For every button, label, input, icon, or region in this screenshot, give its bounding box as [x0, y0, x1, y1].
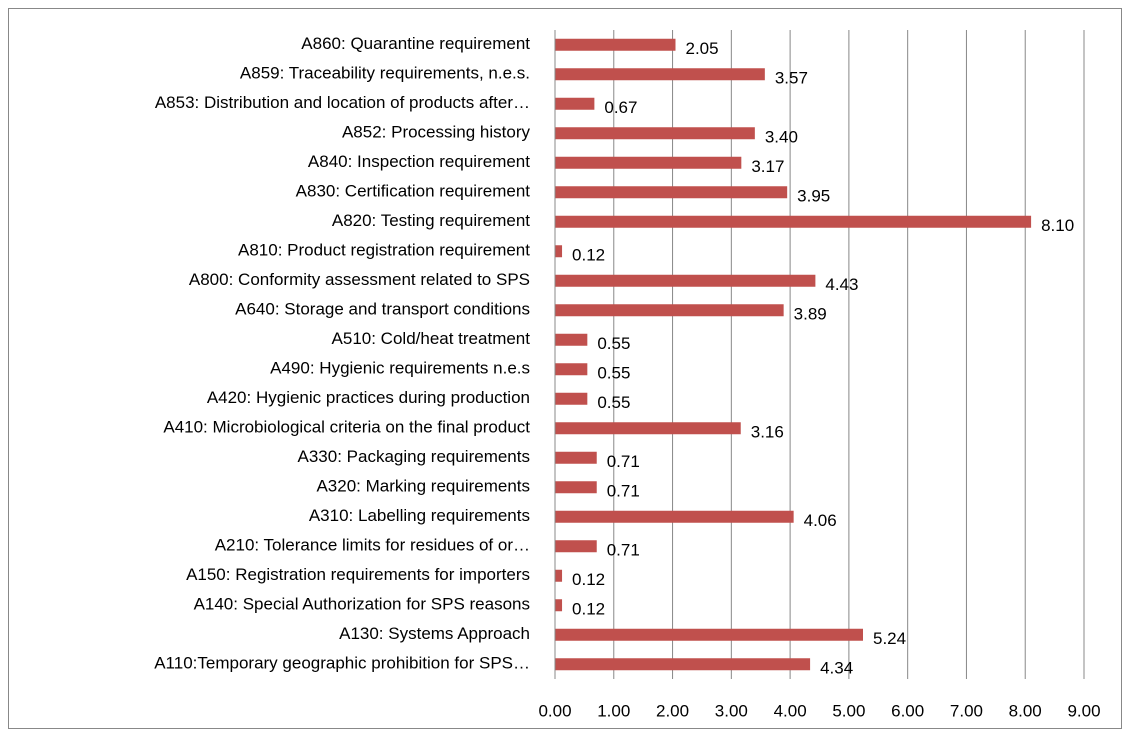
y-tick-label: A130: Systems Approach: [339, 624, 530, 643]
value-label: 8.10: [1041, 216, 1074, 235]
value-label: 4.34: [820, 659, 853, 678]
value-label: 0.71: [607, 482, 640, 501]
y-tick-label: A330: Packaging requirements: [298, 447, 530, 466]
value-label: 0.12: [572, 246, 605, 265]
x-tick-label: 5.00: [832, 701, 865, 720]
y-tick-label: A150: Registration requirements for impo…: [186, 565, 530, 584]
y-tick-label: A510: Cold/heat treatment: [332, 329, 531, 348]
y-tick-label: A859: Traceability requirements, n.e.s.: [240, 64, 530, 83]
bar: [555, 38, 676, 51]
y-tick-label: A852: Processing history: [342, 123, 531, 142]
y-tick-label: A320: Marking requirements: [316, 477, 530, 496]
y-tick-label: A860: Quarantine requirement: [301, 34, 530, 53]
y-tick-label: A420: Hygienic practices during producti…: [207, 388, 530, 407]
value-label: 0.55: [597, 334, 630, 353]
bar: [555, 569, 563, 582]
value-label: 4.06: [804, 511, 837, 530]
y-tick-label: A830: Certification requirement: [296, 182, 531, 201]
y-tick-label: A800: Conformity assessment related to S…: [189, 270, 530, 289]
y-tick-label: A840: Inspection requirement: [308, 152, 530, 171]
y-tick-label: A853: Distribution and location of produ…: [155, 93, 530, 112]
bar: [555, 599, 563, 612]
bar: [555, 186, 788, 199]
value-label: 3.89: [794, 305, 827, 324]
bar: [555, 97, 595, 110]
value-label: 4.43: [825, 275, 858, 294]
bar: [555, 156, 742, 169]
value-label: 0.55: [597, 393, 630, 412]
bar: [555, 245, 563, 258]
value-label: 3.95: [797, 187, 830, 206]
y-tick-label: A410: Microbiological criteria on the fi…: [163, 418, 530, 437]
x-tick-label: 4.00: [774, 701, 807, 720]
x-tick-label: 1.00: [597, 701, 630, 720]
bar: [555, 127, 755, 140]
y-tick-label: A820: Testing requirement: [332, 211, 530, 230]
bar: [555, 510, 794, 523]
value-label: 5.24: [873, 629, 906, 648]
value-label: 3.57: [775, 69, 808, 88]
x-tick-label: 9.00: [1067, 701, 1100, 720]
bar: [555, 451, 597, 464]
value-label: 3.40: [765, 128, 798, 147]
x-tick-label: 6.00: [891, 701, 924, 720]
y-tick-label: A640: Storage and transport conditions: [235, 300, 530, 319]
bar: [555, 658, 811, 671]
x-tick-label: 7.00: [950, 701, 983, 720]
value-label: 0.12: [572, 570, 605, 589]
bar: [555, 215, 1032, 228]
x-tick-label: 3.00: [715, 701, 748, 720]
y-tick-label: A310: Labelling requirements: [309, 506, 530, 525]
value-label: 0.71: [607, 541, 640, 560]
bar: [555, 422, 741, 435]
value-label: 2.05: [685, 39, 718, 58]
value-label: 3.16: [751, 423, 784, 442]
value-label: 0.12: [572, 600, 605, 619]
value-label: 0.71: [607, 452, 640, 471]
bar: [555, 628, 863, 641]
bar: [555, 540, 597, 553]
bar: [555, 333, 588, 346]
y-tick-label: A810: Product registration requirement: [238, 241, 530, 260]
bar: [555, 274, 816, 287]
bar: [555, 392, 588, 405]
y-tick-label: A110:Temporary geographic prohibition fo…: [154, 654, 530, 673]
bar: [555, 304, 784, 317]
x-tick-label: 2.00: [656, 701, 689, 720]
y-tick-label: A210: Tolerance limits for residues of o…: [215, 536, 530, 555]
y-tick-label: A490: Hygienic requirements n.e.s: [270, 359, 530, 378]
bar: [555, 68, 765, 81]
x-tick-label: 0.00: [538, 701, 571, 720]
bar: [555, 363, 588, 376]
value-label: 0.67: [604, 98, 637, 117]
y-tick-label: A140: Special Authorization for SPS reas…: [194, 595, 530, 614]
bar: [555, 481, 597, 494]
value-label: 3.17: [751, 157, 784, 176]
x-tick-label: 8.00: [1009, 701, 1042, 720]
value-label: 0.55: [597, 364, 630, 383]
